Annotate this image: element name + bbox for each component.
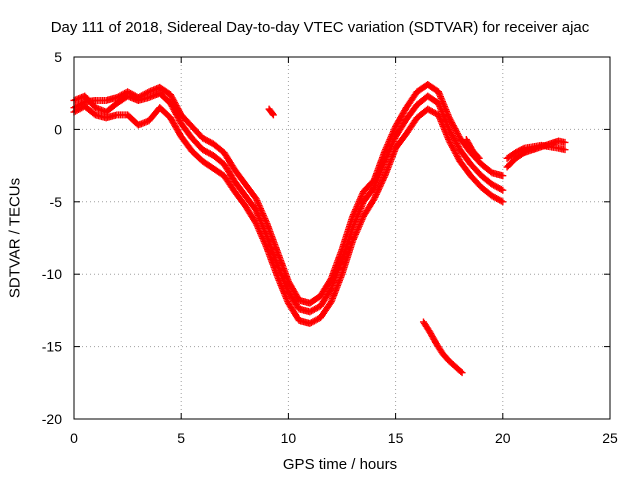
data-point-marker: [377, 179, 385, 187]
data-point-marker: [370, 195, 378, 203]
y-tick-label: -5: [50, 194, 63, 210]
data-point-marker: [374, 187, 382, 195]
x-tick-label: 15: [388, 430, 404, 446]
data-point-marker: [561, 146, 569, 154]
y-tick-label: -10: [42, 266, 62, 282]
data-point-marker: [373, 189, 381, 197]
data-point-marker: [376, 183, 384, 191]
data-marks: [70, 81, 569, 377]
data-point-marker: [499, 198, 507, 206]
data-point-marker: [269, 110, 277, 118]
data-point-marker: [372, 190, 380, 198]
y-tick-label: 0: [54, 121, 62, 137]
axis-ticks: 0 5 10 15 20 25 5 0 -5 -10 -15 -20: [42, 49, 618, 446]
x-tick-label: 25: [602, 430, 618, 446]
data-point-marker: [497, 197, 505, 205]
data-point-marker: [374, 186, 382, 194]
y-tick-label: -20: [42, 411, 62, 427]
series-late-2: [503, 141, 569, 162]
data-point-marker: [499, 186, 507, 194]
data-point-marker: [251, 218, 259, 226]
data-point-marker: [326, 299, 334, 307]
series-track-2: [70, 89, 507, 316]
data-point-marker: [379, 175, 387, 183]
data-point-marker: [378, 178, 386, 186]
data-point-marker: [371, 193, 379, 201]
data-point-marker: [561, 138, 569, 146]
data-point-marker: [499, 172, 507, 180]
data-point-marker: [457, 368, 465, 376]
data-point-marker: [269, 111, 277, 119]
y-tick-label: -15: [42, 339, 62, 355]
series-isolated-18: [419, 318, 466, 377]
data-point-marker: [458, 369, 466, 377]
data-point-marker: [475, 154, 483, 162]
data-point-marker: [380, 173, 388, 181]
series-isolated-9: [265, 105, 277, 119]
data-point-marker: [372, 192, 380, 200]
y-axis-label: SDTVAR / TECUs: [6, 177, 24, 299]
x-tick-label: 0: [70, 430, 78, 446]
y-tick-label: 5: [54, 49, 62, 65]
series-isolated-20: [462, 136, 483, 162]
chart-title: Day 111 of 2018, Sidereal Day-to-day VTE…: [50, 19, 590, 36]
x-tick-label: 10: [281, 430, 297, 446]
data-point-marker: [377, 181, 385, 189]
data-point-marker: [379, 176, 387, 184]
plot-frame: [73, 56, 611, 420]
x-tick-label: 20: [495, 430, 511, 446]
data-point-marker: [519, 145, 527, 153]
data-point-marker: [474, 153, 482, 161]
x-axis-label: GPS time / hours: [282, 456, 398, 473]
data-point-marker: [497, 185, 505, 193]
x-tick-label: 5: [177, 430, 185, 446]
data-point-marker: [375, 184, 383, 192]
